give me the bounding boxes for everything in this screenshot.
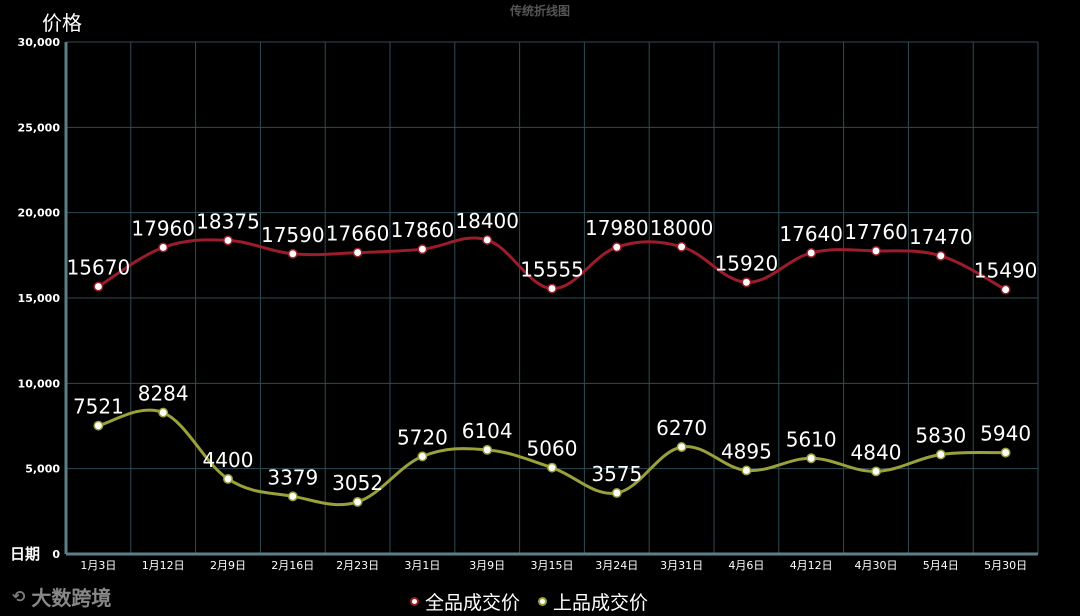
x-tick-label: 2月23日 (336, 559, 379, 572)
data-point (676, 241, 687, 252)
data-label: 3052 (332, 471, 383, 495)
data-point (935, 449, 946, 460)
data-label: 6104 (462, 419, 513, 443)
data-label: 3379 (267, 465, 318, 489)
data-label: 6270 (656, 416, 707, 440)
data-point (93, 420, 104, 431)
data-label: 17640 (779, 222, 843, 246)
data-label: 5720 (397, 425, 448, 449)
data-point (1000, 284, 1011, 295)
data-point (287, 248, 298, 259)
x-tick-label: 2月9日 (210, 559, 246, 572)
data-point (741, 277, 752, 288)
x-tick-label: 3月31日 (660, 559, 703, 572)
legend-item-series-2[interactable]: 上品成交价 (538, 588, 648, 615)
data-point (547, 462, 557, 473)
data-label: 17660 (326, 222, 390, 246)
data-label: 7521 (73, 395, 124, 419)
data-label: 4895 (721, 439, 772, 463)
y-tick-label: 10,000 (18, 377, 61, 390)
data-point (1000, 447, 1011, 458)
data-label: 5940 (980, 422, 1031, 446)
data-point (741, 465, 752, 476)
x-tick-label: 1月12日 (142, 559, 185, 572)
data-label: 4840 (851, 440, 902, 464)
legend[interactable]: 全品成交价 上品成交价 (410, 588, 648, 615)
x-tick-label: 4月12日 (790, 559, 833, 572)
data-label: 17860 (391, 218, 455, 242)
logo-icon: ⟲ (12, 587, 26, 606)
y-tick-label: 15,000 (18, 292, 61, 305)
data-point (352, 247, 363, 258)
data-point (871, 245, 881, 256)
data-point (806, 247, 817, 258)
x-tick-label: 3月15日 (531, 559, 574, 572)
y-tick-label: 20,000 (18, 207, 61, 220)
watermark-text: 大数跨境 (31, 586, 112, 610)
data-label: 5060 (527, 437, 578, 461)
data-point (547, 283, 557, 294)
legend-label: 全品成交价 (425, 592, 521, 614)
y-tick-label: 30,000 (18, 36, 61, 49)
x-axis-label: 日期 (10, 545, 41, 563)
x-tick-label: 5月30日 (984, 559, 1027, 572)
data-label: 18400 (455, 209, 519, 233)
data-label: 3575 (591, 462, 642, 486)
data-label: 17960 (131, 216, 195, 240)
data-label: 5830 (915, 424, 966, 448)
data-label: 15670 (67, 256, 131, 280)
legend-marker-icon (538, 597, 548, 606)
data-point (158, 242, 169, 253)
data-point (676, 442, 687, 452)
data-label: 17470 (909, 225, 973, 249)
data-point (93, 281, 104, 292)
data-point (223, 235, 233, 246)
data-point (158, 407, 169, 418)
data-label: 17760 (844, 220, 908, 244)
watermark-logo: ⟲ 大数跨境 (12, 582, 111, 611)
data-label: 17590 (261, 223, 325, 247)
data-point (806, 453, 817, 464)
data-label: 18000 (650, 216, 714, 240)
x-tick-label: 4月30日 (855, 559, 898, 572)
y-axis-label: 价格 (42, 11, 82, 35)
data-point (352, 496, 363, 507)
y-tick-label: 25,000 (18, 121, 61, 134)
data-point (482, 444, 493, 455)
data-label: 18375 (196, 209, 260, 233)
x-tick-label: 4月6日 (728, 559, 764, 572)
x-tick-label: 5月4日 (923, 559, 959, 572)
x-tick-label: 1月3日 (80, 559, 116, 572)
x-tick-label: 3月24日 (595, 559, 638, 572)
data-label: 15555 (520, 258, 584, 282)
data-label: 15490 (974, 259, 1038, 283)
data-label: 17980 (585, 216, 649, 240)
data-point (417, 244, 428, 255)
x-tick-label: 3月1日 (404, 559, 440, 572)
data-label: 15920 (715, 251, 779, 275)
legend-item-series-1[interactable]: 全品成交价 (410, 588, 520, 615)
data-point (287, 491, 298, 502)
y-tick-label: 0 (52, 548, 60, 561)
data-point (482, 235, 493, 245)
legend-label: 上品成交价 (553, 592, 649, 614)
x-tick-label: 3月9日 (469, 559, 505, 572)
data-label: 5610 (786, 427, 837, 451)
data-point (417, 451, 428, 462)
data-label: 8284 (138, 382, 189, 406)
legend-marker-icon (410, 597, 419, 606)
x-tick-label: 2月16日 (271, 559, 314, 572)
data-point (935, 250, 946, 261)
data-point (611, 488, 622, 498)
data-point (223, 473, 233, 484)
chart-title: 传统折线图 (509, 4, 570, 18)
y-tick-label: 5,000 (25, 463, 60, 476)
data-label: 4400 (203, 448, 254, 472)
data-point (611, 242, 622, 253)
data-point (871, 466, 881, 477)
